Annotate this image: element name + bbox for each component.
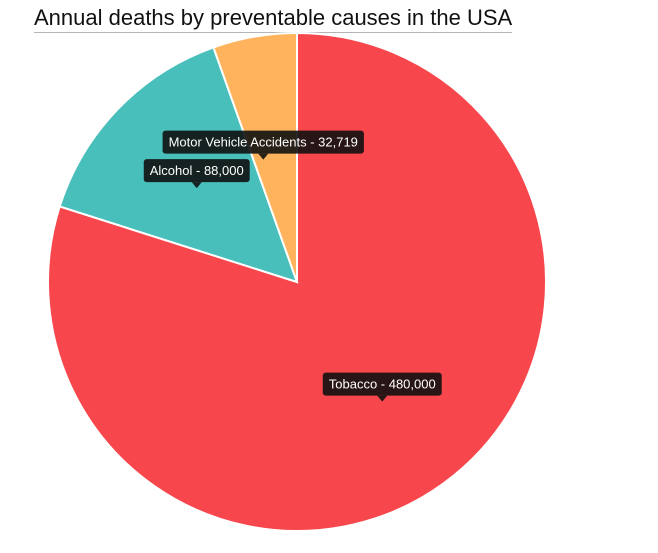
slice-tooltip-caret <box>258 153 269 160</box>
slices-layer <box>47 31 547 532</box>
slice-tooltip-box <box>322 372 442 396</box>
slice-tooltip-caret <box>377 395 388 402</box>
slice-tooltip-label: Motor Vehicle Accidents - 32,719 <box>169 135 358 150</box>
pie-slice-motor-vehicle-accidents[interactable] <box>212 31 298 283</box>
chart-title: Annual deaths by preventable causes in t… <box>34 5 513 33</box>
slice-tooltip-box <box>162 130 364 154</box>
tooltips-layer: Tobacco - 480,000 Alcohol - 88,000 Motor V… <box>143 130 442 402</box>
slice-tooltip-label: Tobacco - 480,000 <box>329 377 436 392</box>
slice-tooltip: Tobacco - 480,000 <box>322 372 442 402</box>
slice-tooltip-caret <box>191 182 202 189</box>
slice-tooltip-label: Alcohol - 88,000 <box>150 163 244 178</box>
slice-tooltip-box <box>143 159 250 183</box>
slice-tooltip: Motor Vehicle Accidents - 32,719 <box>162 130 364 160</box>
slice-tooltip: Alcohol - 88,000 <box>143 159 250 189</box>
